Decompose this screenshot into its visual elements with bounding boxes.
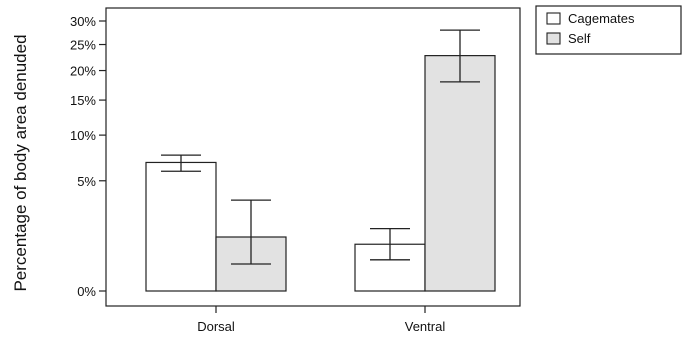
bar-cagemates-dorsal xyxy=(145,161,217,292)
y-tick-label: 30% xyxy=(70,14,96,29)
legend-swatch-self xyxy=(546,32,561,45)
legend-swatch-cagemates xyxy=(546,12,561,25)
y-axis-title: Percentage of body area denuded xyxy=(11,34,30,291)
x-tick-label-dorsal: Dorsal xyxy=(197,319,235,334)
y-tick-label: 0% xyxy=(77,284,96,299)
legend-label-cagemates: Cagemates xyxy=(568,11,635,26)
error-bar-self-ventral xyxy=(440,29,480,83)
error-bar-self-dorsal xyxy=(231,199,271,265)
y-tick-label: 20% xyxy=(70,64,96,79)
plot-frame xyxy=(105,7,521,307)
legend-label-self: Self xyxy=(568,31,591,46)
legend: Cagemates Self xyxy=(535,5,682,55)
y-tick-label: 25% xyxy=(70,38,96,53)
y-tick-label: 10% xyxy=(70,128,96,143)
y-tick-label: 5% xyxy=(77,174,96,189)
y-tick-label: 15% xyxy=(70,93,96,108)
error-bar-cagemates-dorsal xyxy=(161,154,201,172)
x-tick-label-ventral: Ventral xyxy=(405,319,446,334)
error-bar-cagemates-ventral xyxy=(370,227,410,261)
bar-self-ventral xyxy=(424,55,496,292)
